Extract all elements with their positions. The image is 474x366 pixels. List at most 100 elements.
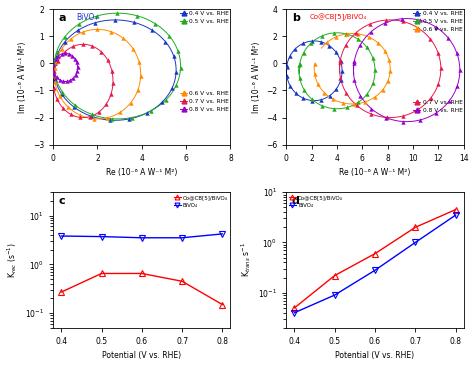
Point (311, 61, 319, 67)
Point (415, 107, 422, 112)
Point (435, 81, 442, 87)
Point (381, 48, 389, 54)
Point (309, 98, 316, 104)
Point (109, 79, 117, 85)
Point (331, 106, 338, 112)
Point (63, 78, 71, 84)
Point (342, 42, 349, 48)
Text: d: d (292, 196, 300, 206)
Point (399, 16, 406, 22)
Text: c: c (58, 196, 65, 206)
Text: a: a (58, 13, 66, 23)
Point (168, 85, 176, 91)
Point (399, 18, 406, 24)
Y-axis label: Im (10⁻⁶ A W⁻¹ M²): Im (10⁻⁶ A W⁻¹ M²) (18, 41, 27, 113)
Point (337, 77, 345, 83)
Point (74, 27, 82, 33)
Point (104, 57, 111, 63)
Point (72, 72, 80, 78)
Point (339, 100, 347, 106)
Point (53, 54, 60, 60)
Point (144, 110, 151, 116)
Point (318, 97, 325, 102)
Point (61, 39, 68, 45)
Point (95, 109, 103, 115)
Point (119, 36, 127, 41)
Point (64, 104, 72, 110)
Point (172, 69, 180, 75)
Point (61, 49, 69, 55)
Point (76, 115, 84, 120)
Point (127, 100, 135, 106)
Point (51, 56, 59, 61)
Point (283, 64, 291, 70)
Point (88, 112, 96, 117)
Point (356, 42, 364, 48)
Point (308, 40, 315, 46)
Point (56, 93, 64, 99)
Point (58, 46, 65, 52)
Point (51, 71, 58, 76)
Point (320, 90, 328, 96)
Point (128, 115, 136, 120)
Point (350, 101, 358, 107)
Point (50, 85, 57, 90)
Legend: Co@CB[5]/BiVO₄, BiVO₄: Co@CB[5]/BiVO₄, BiVO₄ (289, 195, 343, 208)
Point (382, 17, 390, 23)
Point (170, 53, 178, 59)
Point (174, 48, 182, 54)
Point (292, 90, 300, 96)
Point (432, 110, 440, 116)
Point (50, 67, 57, 72)
Point (70, 75, 77, 81)
Point (317, 39, 325, 45)
Point (363, 44, 371, 50)
Point (337, 57, 344, 63)
Point (130, 19, 138, 25)
X-axis label: Re (10⁻⁶ A W⁻¹ M²): Re (10⁻⁶ A W⁻¹ M²) (339, 168, 410, 177)
Point (104, 115, 111, 121)
Point (102, 101, 110, 107)
Point (56, 77, 64, 83)
Point (70, 104, 78, 110)
Point (107, 29, 115, 34)
Point (67, 112, 75, 117)
Point (73, 59, 81, 65)
X-axis label: Potential (V vs. RHE): Potential (V vs. RHE) (102, 351, 182, 361)
Legend: 0.7 V vs. RHE, 0.8 V vs. RHE: 0.7 V vs. RHE, 0.8 V vs. RHE (413, 100, 463, 113)
Point (330, 30, 337, 36)
Point (292, 46, 299, 52)
Point (80, 29, 87, 35)
Point (286, 53, 293, 59)
Point (108, 116, 115, 122)
Point (352, 30, 360, 36)
Point (356, 93, 364, 98)
Point (133, 13, 141, 19)
Point (117, 109, 124, 115)
Point (134, 87, 142, 93)
Point (386, 68, 394, 74)
Point (58, 89, 66, 95)
Point (382, 20, 389, 26)
Point (367, 111, 374, 117)
Point (434, 50, 442, 56)
Point (369, 55, 377, 61)
Point (67, 36, 75, 42)
Point (384, 78, 392, 84)
Point (91, 20, 99, 26)
Point (59, 105, 67, 111)
Text: Co@CB[5]/BiVO₄: Co@CB[5]/BiVO₄ (310, 13, 367, 20)
Point (111, 17, 118, 23)
Point (71, 56, 79, 61)
Point (65, 51, 73, 57)
Point (437, 66, 445, 71)
Point (338, 68, 346, 74)
Point (93, 13, 100, 19)
Point (300, 96, 307, 101)
Y-axis label: Im (10⁻⁶ A W⁻¹ M²): Im (10⁻⁶ A W⁻¹ M²) (252, 41, 261, 113)
Point (158, 99, 166, 105)
X-axis label: Re (10⁻⁶ A W⁻¹ M²): Re (10⁻⁶ A W⁻¹ M²) (106, 168, 177, 177)
Point (343, 31, 350, 37)
Point (97, 49, 105, 55)
Point (126, 116, 133, 122)
